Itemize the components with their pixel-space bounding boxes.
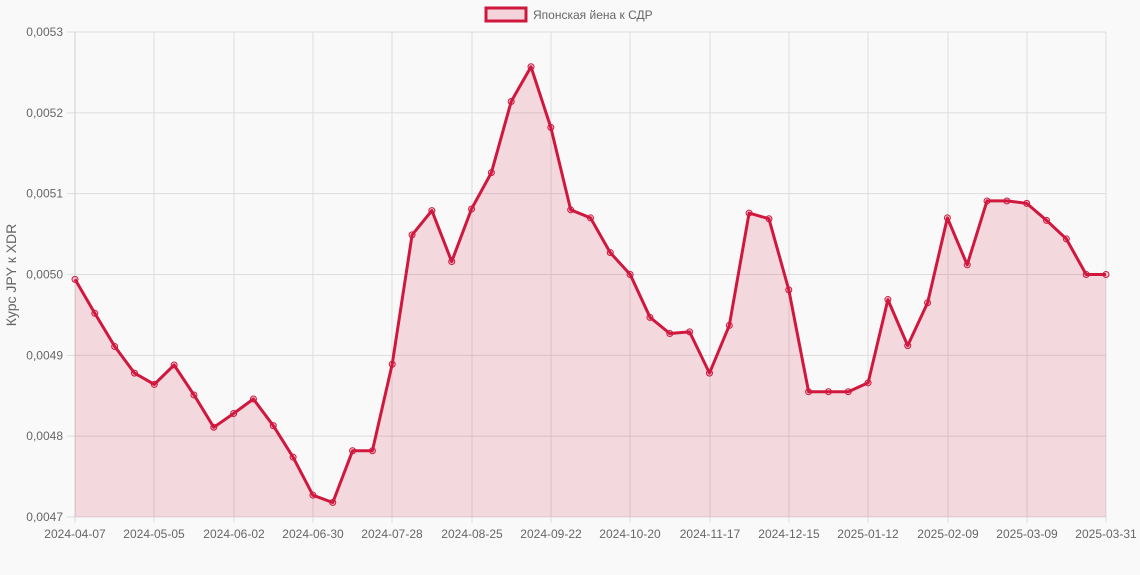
legend-swatch-icon[interactable]: [484, 6, 528, 23]
data-point[interactable]: [210, 423, 218, 431]
x-tick-label: 2024-06-30: [282, 527, 344, 541]
data-point[interactable]: [943, 214, 951, 222]
data-point[interactable]: [606, 249, 614, 257]
data-point[interactable]: [824, 388, 832, 396]
y-tick-label: 0,0049: [26, 348, 63, 362]
data-point[interactable]: [1043, 216, 1051, 224]
data-point[interactable]: [725, 321, 733, 329]
data-point[interactable]: [547, 123, 555, 131]
data-point[interactable]: [448, 258, 456, 266]
data-point[interactable]: [844, 388, 852, 396]
y-tick-label: 0,0052: [26, 106, 63, 120]
x-tick-label: 2024-12-15: [758, 527, 820, 541]
data-point[interactable]: [289, 453, 297, 461]
data-point[interactable]: [468, 205, 476, 213]
data-points[interactable]: [71, 63, 1110, 506]
data-point[interactable]: [626, 271, 634, 278]
x-tick-label: 2024-10-20: [599, 527, 661, 541]
x-tick-label: 2024-04-07: [44, 527, 106, 541]
y-axis: 0,0053 0,0052 0,0051 0,0050 0,0049 0,0048 0,00…: [26, 25, 63, 524]
y-tick-label: 0,0048: [26, 429, 63, 443]
x-axis: 2024-04-07 2024-05-05 2024-06-02 2024-06-30…: [44, 527, 1137, 541]
data-point[interactable]: [983, 197, 991, 205]
data-point[interactable]: [368, 447, 376, 455]
y-tick-label: 0,0047: [26, 510, 63, 524]
data-point[interactable]: [785, 286, 793, 294]
data-point[interactable]: [91, 309, 99, 317]
data-point[interactable]: [963, 261, 971, 269]
data-point[interactable]: [884, 296, 892, 304]
data-point[interactable]: [1003, 197, 1011, 205]
data-point[interactable]: [1023, 199, 1031, 207]
x-tick-label: 2024-08-25: [441, 527, 503, 541]
data-point[interactable]: [567, 206, 575, 214]
data-point[interactable]: [170, 361, 178, 369]
data-point[interactable]: [230, 410, 238, 418]
legend-label[interactable]: Японская йена к СДР: [533, 8, 653, 22]
y-axis-title: Курс JPY к XDR: [3, 224, 19, 327]
data-point[interactable]: [527, 63, 535, 71]
x-tick-label: 2024-11-17: [680, 527, 741, 541]
data-point[interactable]: [428, 207, 436, 215]
data-point[interactable]: [1062, 235, 1070, 243]
data-line: [73, 65, 1106, 504]
data-point[interactable]: [587, 214, 594, 222]
x-tick-label: 2024-07-28: [361, 527, 423, 541]
data-point[interactable]: [388, 360, 396, 368]
data-point[interactable]: [864, 379, 872, 387]
data-point[interactable]: [805, 388, 813, 396]
data-point[interactable]: [924, 299, 932, 307]
data-point[interactable]: [71, 275, 79, 283]
data-point[interactable]: [1082, 271, 1090, 278]
data-point[interactable]: [904, 342, 912, 350]
data-point[interactable]: [269, 422, 277, 430]
grid-lines: [67, 31, 1107, 523]
data-point[interactable]: [190, 391, 198, 399]
data-point[interactable]: [329, 498, 337, 506]
data-point[interactable]: [249, 395, 257, 403]
data-point[interactable]: [1102, 271, 1110, 278]
area-fill: [75, 66, 1106, 518]
data-point[interactable]: [309, 491, 317, 499]
data-point[interactable]: [666, 330, 674, 338]
data-point[interactable]: [111, 342, 119, 350]
data-point[interactable]: [765, 215, 773, 223]
data-point[interactable]: [487, 169, 495, 177]
x-tick-label: 2024-06-02: [203, 527, 265, 541]
data-point[interactable]: [646, 313, 654, 321]
data-point[interactable]: [686, 328, 694, 336]
legend[interactable]: Японская йена к СДР: [484, 6, 653, 23]
data-point[interactable]: [150, 380, 158, 388]
data-point[interactable]: [408, 231, 416, 239]
y-tick-label: 0,0050: [26, 268, 63, 282]
data-point[interactable]: [745, 209, 753, 217]
data-point[interactable]: [705, 369, 713, 377]
data-point[interactable]: [130, 369, 138, 377]
x-tick-label: 2025-03-31: [1075, 527, 1137, 541]
y-tick-label: 0,0053: [26, 25, 63, 39]
x-tick-label: 2025-03-09: [996, 527, 1058, 541]
data-point[interactable]: [349, 447, 357, 455]
x-tick-label: 2024-05-05: [123, 527, 185, 541]
data-point[interactable]: [507, 98, 515, 106]
x-tick-label: 2025-01-12: [837, 527, 899, 541]
x-tick-label: 2024-09-22: [520, 527, 582, 541]
x-tick-label: 2025-02-09: [917, 527, 979, 541]
y-tick-label: 0,0051: [26, 187, 63, 201]
